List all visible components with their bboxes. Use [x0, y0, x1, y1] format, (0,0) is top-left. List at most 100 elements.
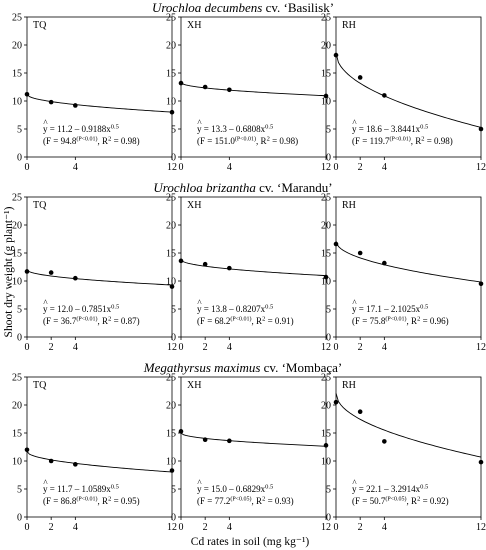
x-tick-label: 4 [73, 162, 78, 173]
fit-equation: y = 18.6 – 3.8441x0.5 [352, 124, 428, 135]
y-tick-label: 0 [326, 153, 331, 164]
data-point [478, 459, 484, 465]
data-point [382, 93, 387, 98]
y-tick-label: 0 [171, 333, 176, 344]
fit-statistics: (F = 75.8(P<0.01), R2 = 0.96) [352, 316, 449, 327]
y-tick-label: 20 [321, 221, 331, 232]
y-tick-label: 5 [326, 125, 331, 136]
equation-exponent: 0.5 [111, 304, 119, 311]
stats-f: (F = 50.7 [352, 496, 386, 506]
stats-r: , R [407, 316, 418, 326]
x-tick-label: 4 [227, 162, 232, 173]
stats-p: (P<0.01) [76, 496, 97, 503]
y-tick-label: 20 [321, 401, 331, 412]
x-tick-label: 2 [358, 342, 363, 353]
x-tick-label: 2 [203, 342, 208, 353]
fit-statistics: (F = 77.2(P<0.05), R2 = 0.93) [197, 496, 294, 507]
stats-f: (F = 94.8 [43, 136, 77, 146]
fit-equation: y = 11.7 – 1.0589x0.5 [43, 484, 119, 495]
data-point [202, 437, 208, 443]
y-tick-label: 5 [326, 305, 331, 316]
data-point [48, 270, 54, 275]
fit-statistics: (F = 119.7(P<0.01), R2 = 0.98) [352, 136, 453, 147]
equation-text: y = 17.1 – 2.1025x [352, 304, 421, 314]
plot-frame [26, 16, 173, 158]
y-tick-label: 25 [12, 193, 22, 204]
fit-equation: y = 11.2 – 0.9188x0.5 [43, 124, 119, 135]
data-point [357, 250, 363, 256]
stats-p: (P<0.01) [76, 136, 97, 143]
plot-frame [180, 196, 327, 338]
row-title-species: Urochloa brizantha [153, 180, 256, 195]
fit-curve [26, 269, 173, 286]
x-tick-label: 0 [25, 162, 30, 173]
y-tick-label: 20 [166, 221, 176, 232]
y-tick-label: 5 [326, 485, 331, 496]
stats-p: (P<0.01) [385, 316, 406, 323]
data-point [178, 80, 184, 86]
equation-exponent: 0.5 [265, 304, 273, 311]
stats-f: (F = 86.8 [43, 496, 77, 506]
equation-text: y = 11.7 – 1.0589x [43, 484, 111, 494]
y-hat-mark: ^ [43, 478, 48, 488]
y-tick-label: 10 [166, 277, 176, 288]
plot-frame [26, 376, 173, 518]
data-point [202, 261, 208, 267]
data-point [24, 91, 30, 97]
stats-r2: = 0.98) [424, 136, 452, 146]
stats-r-sup: 2 [421, 136, 424, 143]
stats-r-sup: 2 [417, 496, 420, 503]
stats-p: (P<0.01) [230, 316, 251, 323]
stats-r2: = 0.98) [270, 136, 298, 146]
y-tick-label: 5 [17, 305, 22, 316]
x-tick-label: 12 [321, 342, 331, 353]
stats-r: , R [252, 496, 263, 506]
fit-statistics: (F = 50.7(P<0.05), R2 = 0.92) [352, 496, 449, 507]
fit-curve [335, 52, 482, 128]
y-tick-label: 10 [166, 97, 176, 108]
stats-r-sup: 2 [262, 316, 265, 323]
y-tick-label: 25 [321, 13, 331, 24]
x-tick-label: 0 [179, 162, 184, 173]
y-tick-label: 20 [166, 401, 176, 412]
stats-r: , R [98, 136, 109, 146]
x-tick-label: 0 [25, 522, 30, 533]
y-tick-label: 15 [321, 249, 331, 260]
fit-statistics: (F = 86.8(P<0.01), R2 = 0.95) [43, 496, 140, 507]
equation-exponent: 0.5 [420, 124, 428, 131]
panel-label: RH [342, 20, 356, 31]
fit-statistics: (F = 68.2(P<0.01), R2 = 0.91) [197, 316, 294, 327]
x-tick-label: 2 [203, 522, 208, 533]
data-point [333, 241, 339, 247]
stats-r2: = 0.92) [420, 496, 448, 506]
panel-label: XH [187, 200, 201, 211]
row-title: Megathyrsus maximus cv. ‘Mombaça’ [143, 360, 342, 375]
plot-frame [180, 16, 327, 158]
stats-r2: = 0.98) [111, 136, 139, 146]
equation-exponent: 0.5 [265, 484, 273, 491]
y-tick-label: 25 [166, 193, 176, 204]
row-title-cultivar: cv. ‘Mombaça’ [260, 360, 342, 375]
stats-r2: = 0.95) [111, 496, 139, 506]
y-tick-label: 20 [321, 41, 331, 52]
y-tick-label: 10 [166, 457, 176, 468]
row-title-cultivar: cv. ‘Marandu’ [256, 180, 333, 195]
equation-exponent: 0.5 [420, 304, 428, 311]
y-tick-label: 25 [12, 13, 22, 24]
panel-label: RH [342, 380, 356, 391]
y-tick-label: 0 [326, 333, 331, 344]
y-tick-label: 5 [171, 125, 176, 136]
plot-frame [335, 376, 482, 518]
data-point [73, 103, 78, 108]
equation-text: y = 13.3 – 0.6808x [197, 124, 266, 134]
x-tick-label: 2 [358, 162, 363, 173]
fit-statistics: (F = 151.0(P<0.01), R2 = 0.98) [197, 136, 298, 147]
x-tick-label: 0 [334, 522, 339, 533]
stats-r-sup: 2 [262, 496, 265, 503]
y-tick-label: 25 [166, 373, 176, 384]
y-tick-label: 5 [171, 485, 176, 496]
x-tick-label: 0 [179, 522, 184, 533]
panel-label: XH [187, 20, 201, 31]
data-point [24, 447, 30, 453]
data-point [48, 99, 54, 105]
